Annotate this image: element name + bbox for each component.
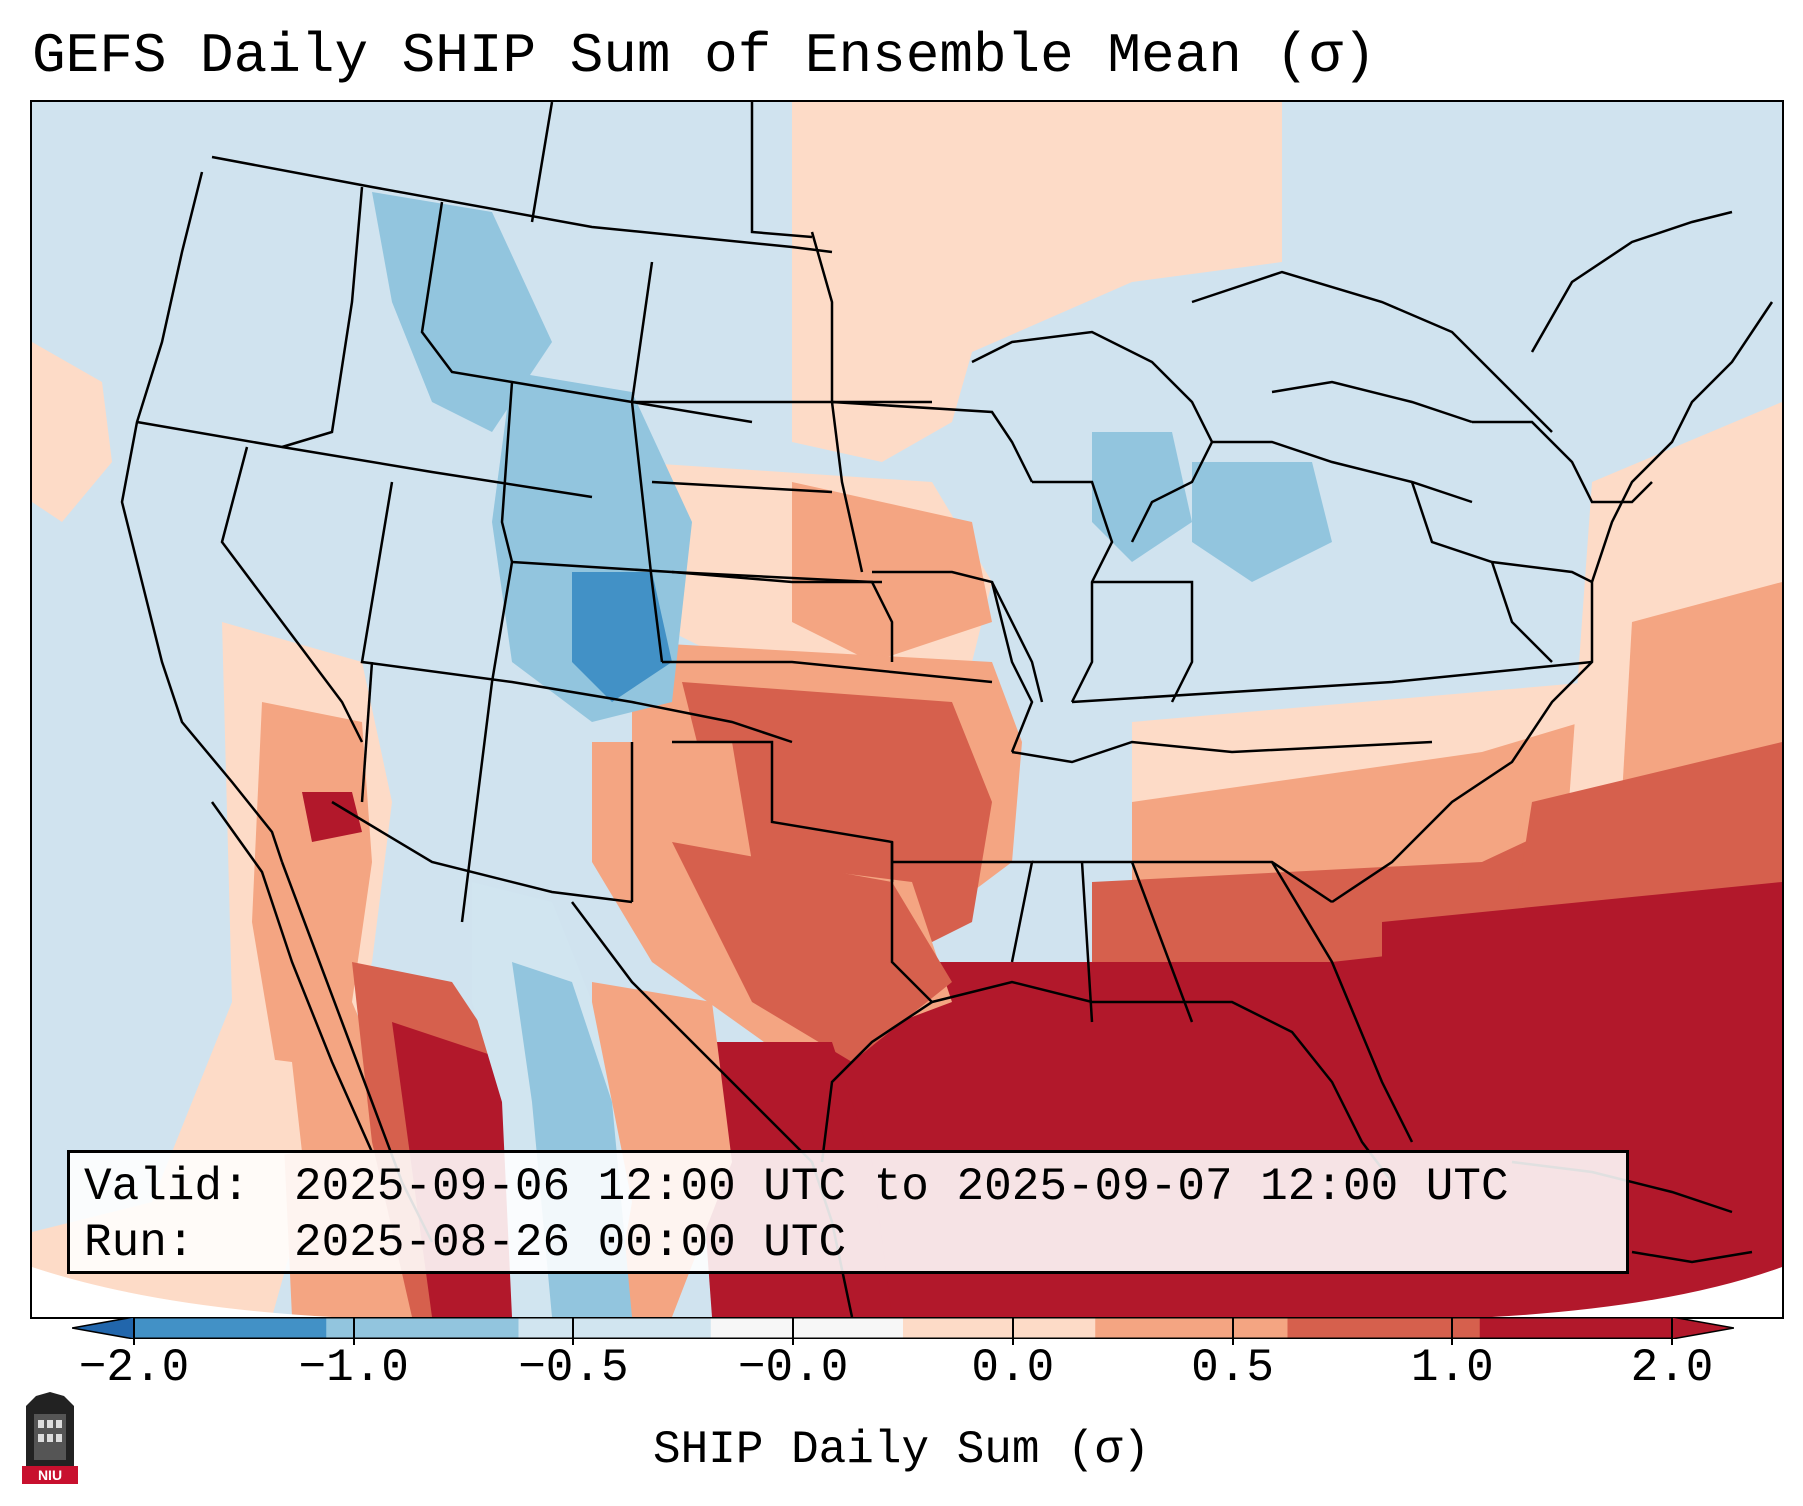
colorbar-tick-mark bbox=[1011, 1317, 1014, 1345]
colorbar-tick-label: 2.0 bbox=[1630, 1342, 1714, 1394]
valid-run-info-box: Valid: 2025-09-06 12:00 UTC to 2025-09-07… bbox=[67, 1150, 1629, 1274]
map-panel bbox=[30, 100, 1784, 1319]
map-canvas bbox=[32, 102, 1782, 1317]
valid-label: Valid: bbox=[84, 1161, 250, 1213]
colorbar-segment bbox=[326, 1317, 519, 1339]
colorbar-segment bbox=[1479, 1317, 1673, 1339]
colorbar-segment bbox=[518, 1317, 712, 1339]
colorbar-tick-label: 0.0 bbox=[971, 1342, 1055, 1394]
chart-title: GEFS Daily SHIP Sum of Ensemble Mean (σ) bbox=[32, 24, 1377, 88]
colorbar-tick-label: 1.0 bbox=[1410, 1342, 1494, 1394]
colorbar-tick-mark bbox=[1451, 1317, 1454, 1345]
colorbar-tick-mark bbox=[1671, 1317, 1673, 1345]
colorbar-segment bbox=[134, 1317, 327, 1339]
niu-logo: NIU bbox=[22, 1392, 78, 1484]
colorbar-over-arrow bbox=[1671, 1317, 1734, 1339]
colorbar-tick-label: 0.5 bbox=[1191, 1342, 1274, 1394]
colorbar-tick-mark bbox=[792, 1317, 795, 1345]
run-row: Run: 2025-08-26 00:00 UTC bbox=[84, 1215, 1612, 1271]
valid-row: Valid: 2025-09-06 12:00 UTC to 2025-09-07… bbox=[84, 1159, 1612, 1215]
colorbar-tick-mark bbox=[572, 1317, 575, 1345]
colorbar-ticks: −2.0 −1.0 −0.5 −0.0 0.0 0.5 1.0 2.0 bbox=[0, 1340, 1803, 1400]
colorbar-segment bbox=[903, 1317, 1096, 1339]
colorbar-segment bbox=[1095, 1317, 1288, 1339]
colorbar-tick-mark bbox=[1231, 1317, 1234, 1345]
colorbar bbox=[72, 1317, 1734, 1339]
colorbar-tick-label: −0.0 bbox=[737, 1342, 849, 1394]
colorbar-tick-label: −0.5 bbox=[518, 1342, 629, 1394]
colorbar-tick-mark bbox=[133, 1317, 135, 1345]
colorbar-label: SHIP Daily Sum (σ) bbox=[653, 1424, 1150, 1476]
run-label: Run: bbox=[84, 1217, 195, 1269]
run-value: 2025-08-26 00:00 UTC bbox=[294, 1217, 847, 1269]
colorbar-segment bbox=[1287, 1317, 1481, 1339]
colorbar-segment bbox=[710, 1317, 904, 1339]
valid-value: 2025-09-06 12:00 UTC to 2025-09-07 12:00… bbox=[294, 1161, 1509, 1213]
colorbar-tick-label: −2.0 bbox=[78, 1342, 190, 1394]
anomaly-fields bbox=[32, 102, 1782, 1317]
colorbar-tick-label: −1.0 bbox=[298, 1342, 409, 1394]
state-boundaries bbox=[120, 102, 1774, 1317]
colorbar-tick-mark bbox=[352, 1317, 355, 1345]
colorbar-under-arrow bbox=[72, 1317, 135, 1339]
logo-text: NIU bbox=[38, 1467, 62, 1483]
